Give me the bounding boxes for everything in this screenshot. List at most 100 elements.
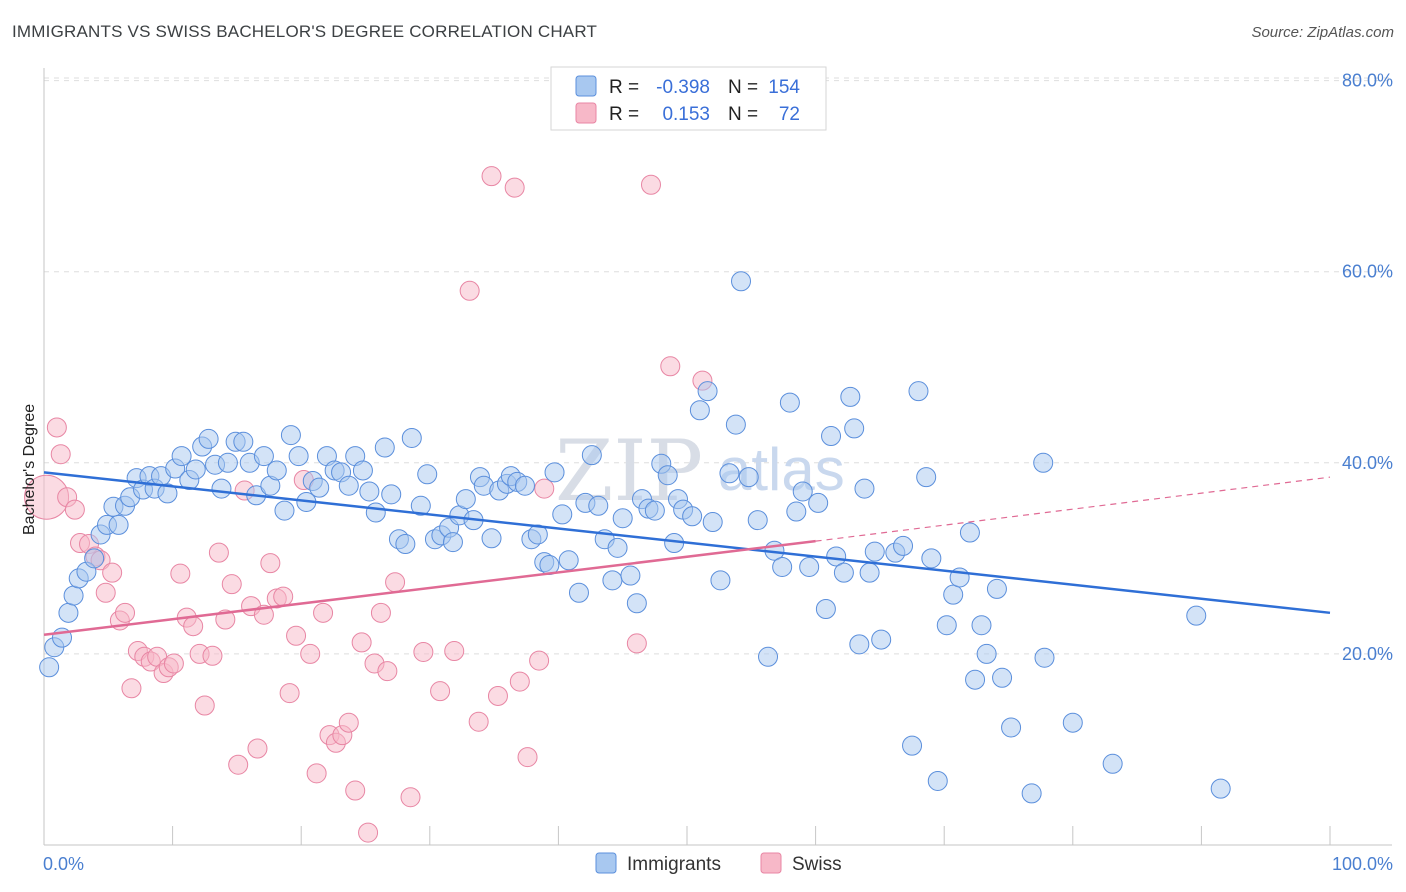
- swiss-point: [468, 711, 489, 732]
- immigrants-point: [481, 528, 502, 549]
- immigrants-point: [442, 532, 463, 553]
- immigrants-point: [620, 565, 641, 586]
- legend-swatch-swiss: [575, 102, 597, 124]
- legend-n-label-immigrants: N =: [728, 77, 758, 98]
- immigrants-trend-line: [43, 471, 1331, 615]
- immigrants-point: [821, 426, 842, 447]
- swiss-point: [286, 625, 307, 646]
- immigrants-point: [959, 522, 980, 543]
- immigrants-point: [710, 570, 731, 591]
- swiss-point: [95, 582, 116, 603]
- swiss-point: [509, 671, 530, 692]
- swiss-point: [215, 609, 236, 630]
- swiss-point: [481, 166, 502, 187]
- swiss-point: [202, 645, 223, 666]
- immigrants-point: [626, 593, 647, 614]
- immigrants-point: [338, 475, 359, 496]
- legend-n-value-immigrants: 154: [768, 77, 800, 98]
- swiss-point: [413, 641, 434, 662]
- legend-r-label-immigrants: R =: [609, 77, 639, 98]
- immigrants-point: [943, 584, 964, 605]
- swiss-point: [640, 174, 661, 195]
- immigrants-point: [840, 386, 861, 407]
- immigrants-point: [864, 541, 885, 562]
- immigrants-point: [965, 669, 986, 690]
- immigrants-point: [992, 667, 1013, 688]
- immigrants-point: [233, 431, 254, 452]
- immigrants-points: [39, 271, 1231, 804]
- swiss-point: [377, 661, 398, 682]
- legend-r-label-swiss: R =: [609, 104, 639, 125]
- immigrants-point: [588, 495, 609, 516]
- immigrants-point: [986, 578, 1007, 599]
- immigrants-point: [772, 556, 793, 577]
- immigrants-point: [871, 629, 892, 650]
- immigrants-point: [171, 446, 192, 467]
- swiss-point: [529, 650, 550, 671]
- immigrants-point: [309, 477, 330, 498]
- immigrants-point: [725, 414, 746, 435]
- immigrants-point: [815, 598, 836, 619]
- legend-n-label-swiss: N =: [728, 104, 758, 125]
- swiss-point: [504, 177, 525, 198]
- immigrants-point: [826, 546, 847, 567]
- trend-lines: [43, 471, 1331, 637]
- immigrants-point: [401, 427, 422, 448]
- swiss-point: [351, 632, 372, 653]
- immigrants-point: [1186, 605, 1207, 626]
- swiss-point: [300, 643, 321, 664]
- bottom-legend-swatch-immigrants: [595, 852, 617, 874]
- immigrants-point: [352, 460, 373, 481]
- immigrants-point: [455, 489, 476, 510]
- swiss-points: [24, 166, 713, 843]
- immigrants-point: [893, 535, 914, 556]
- immigrants-point: [1021, 783, 1042, 804]
- legend-n-value-swiss: 72: [779, 104, 800, 125]
- immigrants-point: [607, 537, 628, 558]
- swiss-point: [459, 280, 480, 301]
- immigrants-point: [374, 437, 395, 458]
- immigrants-point: [365, 502, 386, 523]
- swiss-point: [306, 763, 327, 784]
- immigrants-point: [859, 562, 880, 583]
- immigrants-point: [395, 534, 416, 555]
- immigrants-point: [1102, 753, 1123, 774]
- x-tick-label-max: 100.0%: [1332, 854, 1393, 874]
- swiss-point: [338, 712, 359, 733]
- immigrants-point: [568, 582, 589, 603]
- legend-r-value-immigrants: -0.398: [656, 77, 710, 98]
- swiss-point: [534, 478, 555, 499]
- immigrants-point: [602, 570, 623, 591]
- bottom-legend-swiss: Swiss: [792, 854, 842, 875]
- immigrants-point: [410, 495, 431, 516]
- immigrants-point: [514, 475, 535, 496]
- y-tick-label: 40.0%: [1342, 453, 1393, 473]
- immigrants-point: [527, 524, 548, 545]
- swiss-point: [228, 754, 249, 775]
- immigrants-point: [971, 615, 992, 636]
- swiss-point: [345, 780, 366, 801]
- correlation-legend: R = -0.398 N = 154 R = 0.153 N = 72: [550, 66, 827, 131]
- swiss-point: [194, 695, 215, 716]
- immigrants-point: [792, 481, 813, 502]
- legend-swatch-immigrants: [575, 75, 597, 97]
- source-credit: Source: ZipAtlas.com: [1251, 24, 1394, 41]
- swiss-point: [430, 681, 451, 702]
- swiss-point: [50, 444, 71, 465]
- immigrants-point: [359, 481, 380, 502]
- immigrants-point: [558, 550, 579, 571]
- chart-title: IMMIGRANTS VS SWISS BACHELOR'S DEGREE CO…: [12, 22, 598, 41]
- immigrants-point: [58, 602, 79, 623]
- immigrants-point: [719, 463, 740, 484]
- immigrants-point: [731, 271, 752, 292]
- swiss-point: [253, 604, 274, 625]
- immigrants-point: [689, 400, 710, 421]
- immigrants-point: [544, 462, 565, 483]
- immigrants-point: [552, 504, 573, 525]
- immigrants-point: [198, 428, 219, 449]
- swiss-point: [313, 602, 334, 623]
- immigrants-point: [1001, 717, 1022, 738]
- x-tick-label-min: 0.0%: [43, 854, 84, 874]
- immigrants-point: [916, 467, 937, 488]
- swiss-point: [46, 417, 67, 438]
